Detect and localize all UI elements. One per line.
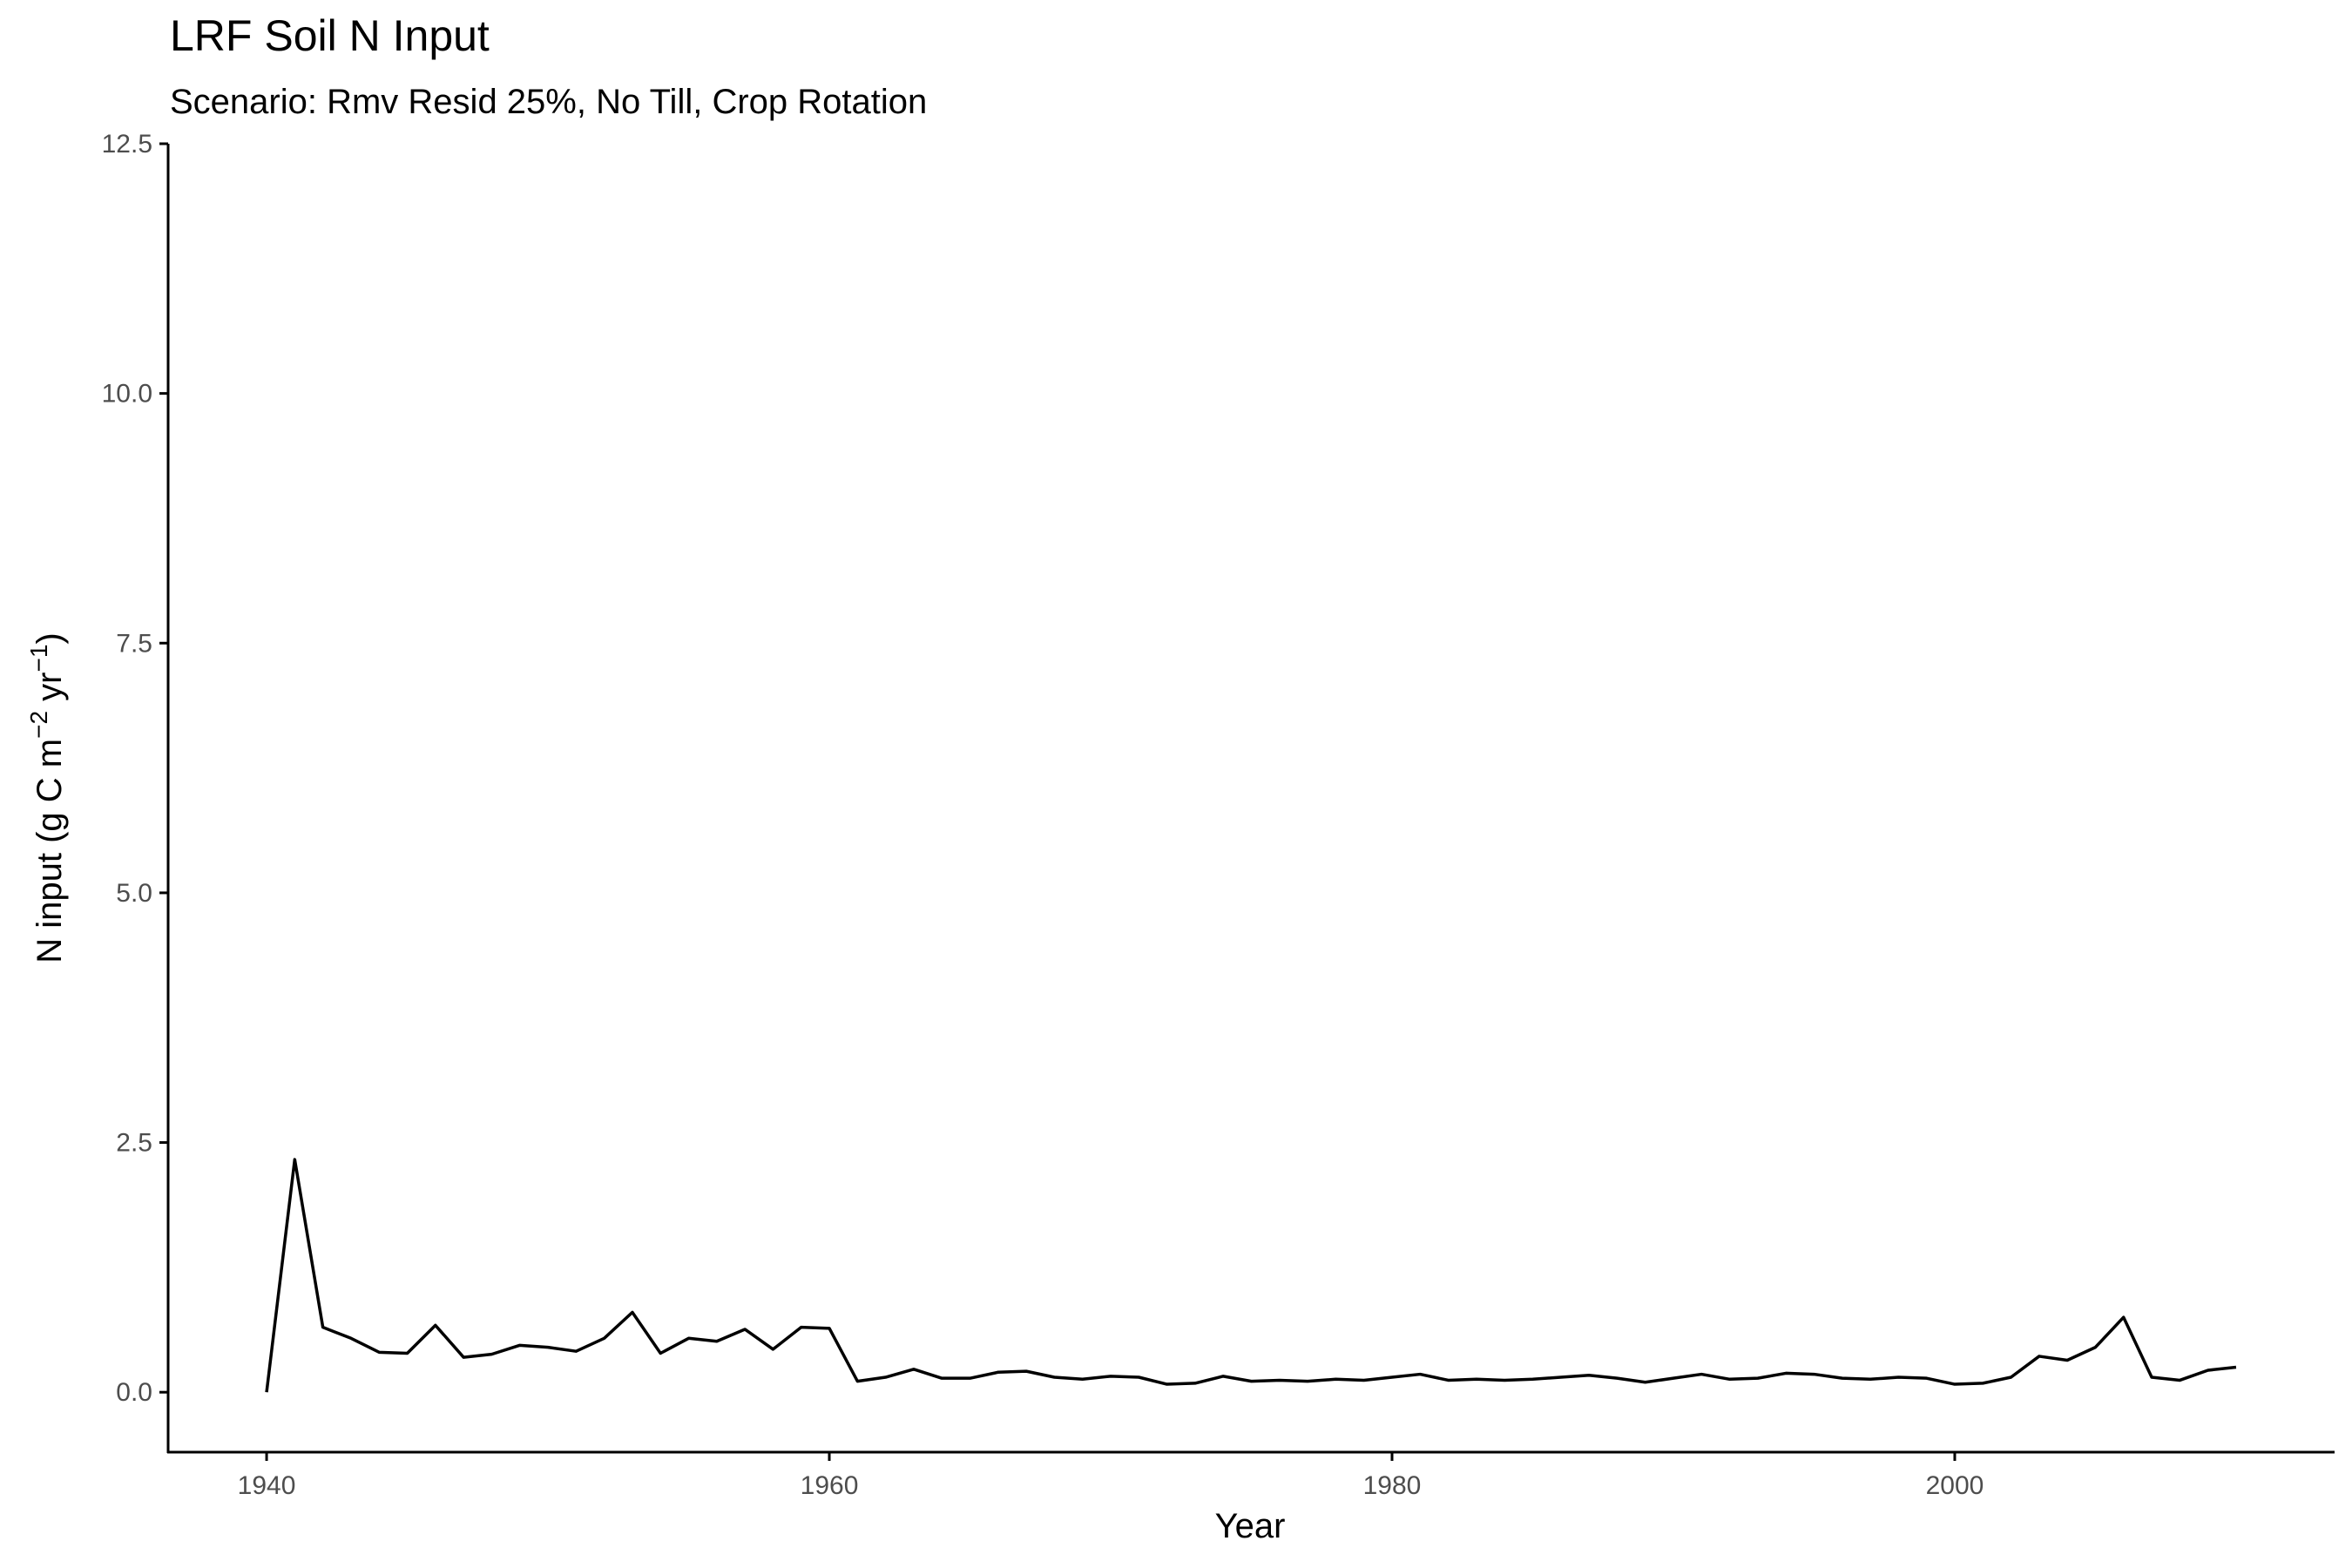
- x-tick-label: 1940: [238, 1471, 296, 1500]
- chart-subtitle: Scenario: Rmv Resid 25%, No Till, Crop R…: [170, 83, 927, 121]
- y-axis-title-mid: yr: [30, 672, 69, 711]
- x-axis-ticks: 1940 1960 1980 2000: [238, 1452, 1984, 1500]
- y-axis-title: N input (g C m−2 yr−1): [25, 632, 69, 963]
- y-tick-label: 10.0: [102, 380, 152, 409]
- y-tick-label: 2.5: [116, 1129, 152, 1158]
- x-axis-title: Year: [1215, 1507, 1286, 1545]
- y-tick-label: 12.5: [102, 130, 152, 159]
- plot-area: [265, 1158, 2237, 1393]
- y-tick-label: 7.5: [116, 629, 152, 658]
- y-tick-label: 5.0: [116, 879, 152, 908]
- chart-title: LRF Soil N Input: [170, 11, 490, 60]
- y-axis-title-prefix: N input (g C m: [30, 739, 69, 963]
- y-axis-title-sup1: −2: [25, 711, 52, 739]
- x-tick-label: 2000: [1926, 1471, 1984, 1500]
- x-tick-label: 1960: [801, 1471, 859, 1500]
- y-axis-title-suffix: ): [30, 632, 69, 644]
- y-axis-ticks: 0.0 2.5 5.0 7.5 10.0 12.5: [102, 130, 168, 1407]
- y-axis-title-sup2: −1: [25, 645, 52, 672]
- x-tick-label: 1980: [1363, 1471, 1422, 1500]
- y-tick-label: 0.0: [116, 1378, 152, 1407]
- series-line: [265, 1158, 2237, 1393]
